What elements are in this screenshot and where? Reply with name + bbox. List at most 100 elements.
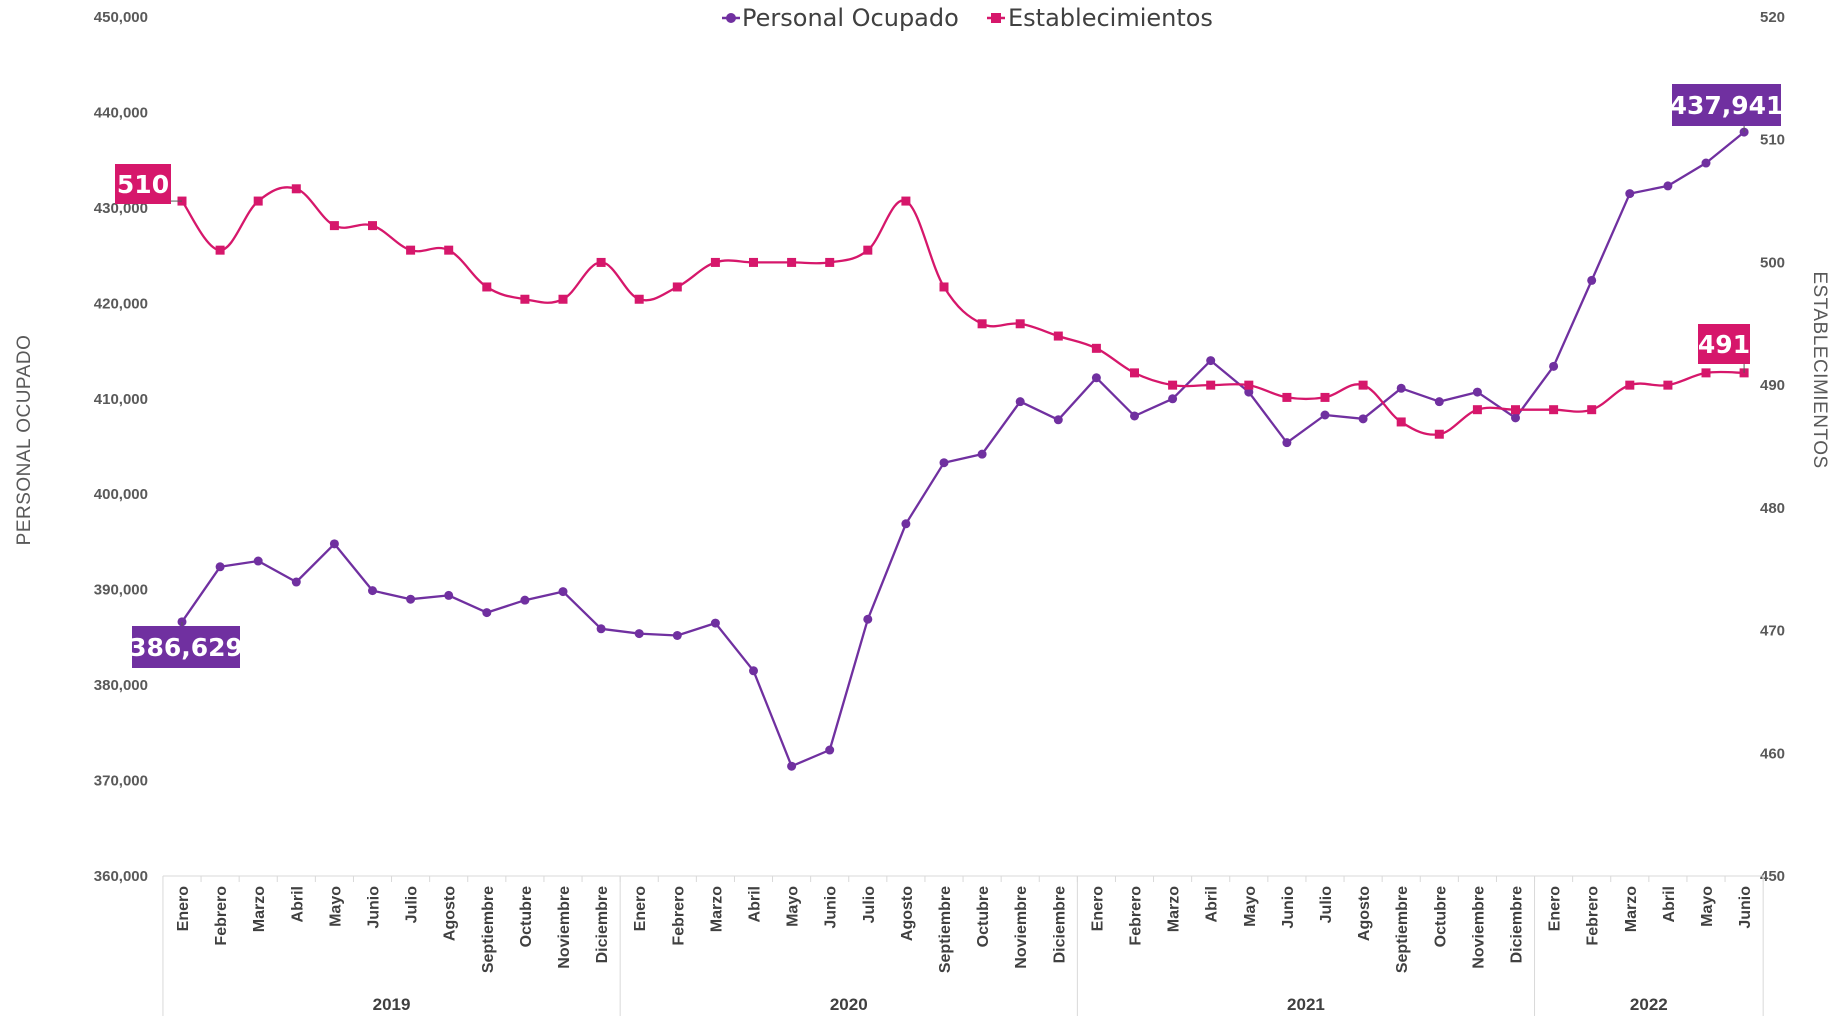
series-line-establecimientos <box>181 186 1745 436</box>
data-point-personal-ocupado <box>1549 361 1559 371</box>
data-point-personal-ocupado <box>749 666 758 676</box>
callout-box <box>115 164 171 204</box>
x-month-label: Enero <box>175 886 192 932</box>
callout-label: 491 <box>1698 330 1750 359</box>
x-axis: Enero Febrero Marzo Abril Mayo Junio Julio Agos… <box>162 875 1764 1016</box>
x-month-label: Febrero <box>213 886 230 946</box>
x-month-label: Diciembre <box>1051 886 1068 963</box>
data-point-establecimientos <box>672 282 682 292</box>
data-point-personal-ocupado <box>939 458 949 468</box>
callout-label: 510 <box>117 170 169 199</box>
callout-label: 437,941 <box>1670 91 1784 120</box>
data-point-personal-ocupado <box>1015 397 1025 407</box>
data-point-personal-ocupado <box>1472 387 1482 397</box>
right-tick-label: 520 <box>1760 9 1785 26</box>
data-point-personal-ocupado <box>329 539 339 549</box>
x-month-label: Enero <box>1547 886 1564 932</box>
data-point-personal-ocupado <box>1206 356 1216 366</box>
data-callout: 386,629 <box>129 621 243 668</box>
callout-box <box>1698 324 1750 364</box>
data-point-establecimientos <box>1282 392 1292 402</box>
data-point-establecimientos <box>444 245 454 255</box>
callout-box <box>132 626 240 668</box>
right-tick-label: 480 <box>1760 500 1785 517</box>
x-month-label: Septiembre <box>1394 886 1411 973</box>
x-month-label: Abril <box>1661 886 1678 922</box>
data-point-establecimientos <box>253 196 263 206</box>
data-point-establecimientos <box>825 257 835 267</box>
data-point-personal-ocupado <box>406 594 416 604</box>
x-year-label: 2020 <box>830 995 868 1014</box>
right-tick-label: 500 <box>1760 254 1785 271</box>
legend-item-personal-ocupado: Personal Ocupado <box>722 4 959 32</box>
left-tick-label: 380,000 <box>94 677 148 694</box>
data-point-establecimientos <box>901 196 911 206</box>
data-point-establecimientos <box>710 257 720 267</box>
left-tick-label: 370,000 <box>94 773 148 790</box>
x-month-label: Noviembre <box>1013 886 1030 969</box>
left-axis-title: PERSONAL OCUPADO <box>14 335 35 546</box>
data-point-personal-ocupado <box>368 586 377 596</box>
data-point-establecimientos <box>368 221 377 231</box>
x-month-label: Mayo <box>1242 886 1259 927</box>
series-personal-ocupado <box>177 127 1749 771</box>
data-point-personal-ocupado <box>215 562 225 572</box>
data-point-personal-ocupado <box>1434 397 1444 407</box>
x-month-label: Noviembre <box>1470 886 1487 969</box>
data-point-personal-ocupado <box>901 519 911 529</box>
x-month-label: Diciembre <box>594 886 611 963</box>
data-point-personal-ocupado <box>1282 438 1292 448</box>
data-point-personal-ocupado <box>482 608 492 618</box>
left-tick-label: 400,000 <box>94 486 148 503</box>
data-point-establecimientos <box>215 245 225 255</box>
data-point-personal-ocupado <box>1625 189 1635 199</box>
x-month-label: Julio <box>1318 886 1335 924</box>
data-point-personal-ocupado <box>1244 387 1254 397</box>
data-point-personal-ocupado <box>558 587 568 597</box>
right-tick-label: 450 <box>1760 868 1785 885</box>
x-month-label: Junio <box>823 886 840 929</box>
data-point-personal-ocupado <box>1168 394 1178 404</box>
legend-marker-personal-ocupado <box>726 13 736 23</box>
data-point-establecimientos <box>1625 380 1635 390</box>
data-point-personal-ocupado <box>1091 373 1101 383</box>
x-month-label: Febrero <box>1128 886 1145 946</box>
left-tick-label: 390,000 <box>94 582 148 599</box>
data-callout: 491 <box>1698 324 1750 373</box>
data-point-establecimientos <box>634 294 644 304</box>
data-point-personal-ocupado <box>1396 383 1406 393</box>
data-point-establecimientos <box>1358 380 1368 390</box>
x-month-label: Julio <box>861 886 878 924</box>
data-point-personal-ocupado <box>825 745 835 755</box>
data-point-establecimientos <box>1168 380 1178 390</box>
data-point-personal-ocupado <box>863 614 873 624</box>
right-tick-label: 510 <box>1760 132 1785 149</box>
data-point-establecimientos <box>1053 331 1063 341</box>
data-point-personal-ocupado <box>1053 415 1063 425</box>
x-month-label: Marzo <box>1623 886 1640 932</box>
data-point-establecimientos <box>329 221 339 231</box>
x-month-label: Abril <box>1204 886 1221 922</box>
data-point-personal-ocupado <box>1320 410 1330 420</box>
data-point-establecimientos <box>1091 343 1101 353</box>
series-establecimientos <box>177 184 1749 439</box>
data-point-establecimientos <box>291 184 301 194</box>
data-point-establecimientos <box>558 294 568 304</box>
left-tick-label: 360,000 <box>94 868 148 885</box>
x-month-label: Mayo <box>327 886 344 927</box>
left-tick-label: 410,000 <box>94 391 148 408</box>
x-month-label: Junio <box>366 886 383 929</box>
data-point-establecimientos <box>406 245 416 255</box>
data-point-establecimientos <box>1206 380 1216 390</box>
data-point-personal-ocupado <box>787 761 797 771</box>
x-year-label: 2022 <box>1630 995 1668 1014</box>
data-point-establecimientos <box>596 257 606 267</box>
data-point-establecimientos <box>1549 405 1559 415</box>
data-point-establecimientos <box>1472 405 1482 415</box>
data-point-personal-ocupado <box>672 630 682 640</box>
data-point-establecimientos <box>482 282 492 292</box>
data-point-establecimientos <box>1434 429 1444 439</box>
x-month-label: Junio <box>1737 886 1754 929</box>
data-point-personal-ocupado <box>634 629 644 639</box>
